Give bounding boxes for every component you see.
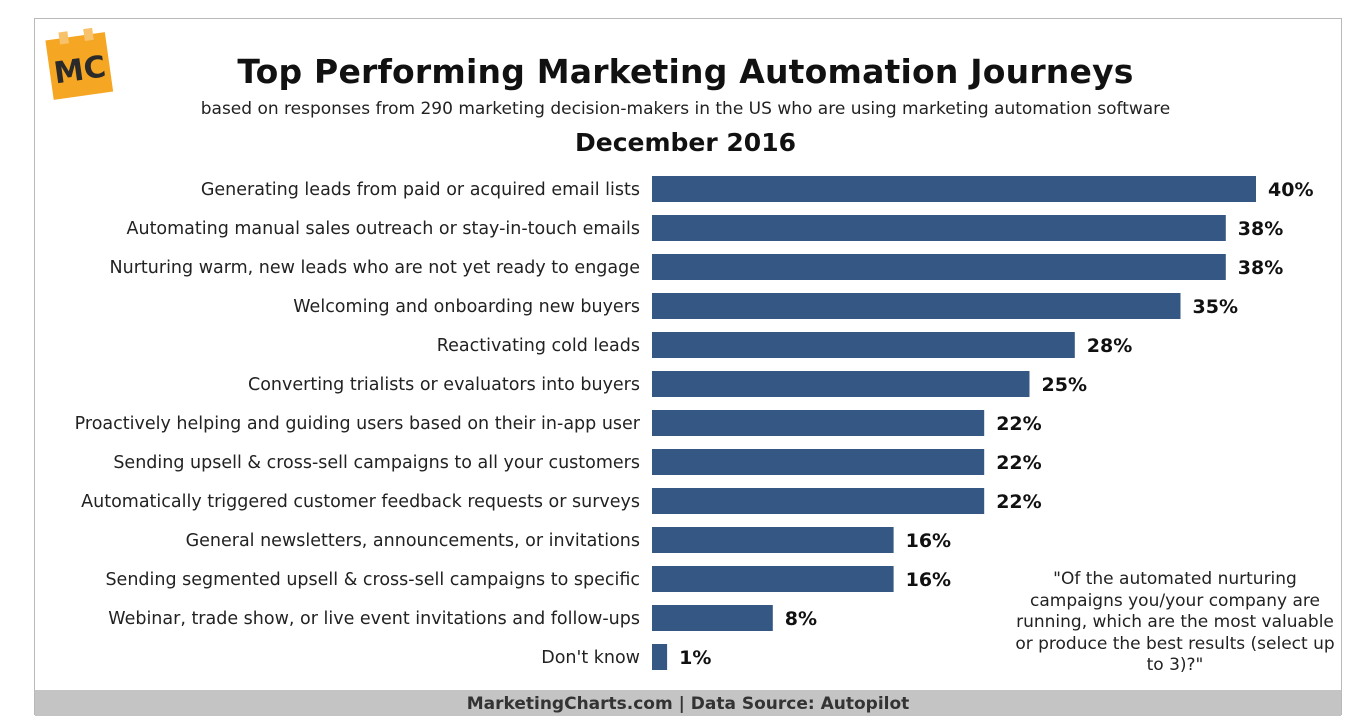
bar: [652, 488, 985, 514]
chart-period: December 2016: [575, 128, 796, 157]
value-label: 38%: [1238, 218, 1283, 240]
category-label: Nurturing warm, new leads who are not ye…: [110, 258, 640, 278]
bar: [652, 371, 1030, 397]
bar: [652, 527, 894, 553]
value-label: 25%: [1042, 374, 1087, 396]
bar: [652, 293, 1181, 319]
value-label: 8%: [785, 608, 817, 630]
category-label: Sending upsell & cross-sell campaigns to…: [113, 453, 640, 473]
bar: [652, 605, 773, 631]
category-label: Webinar, trade show, or live event invit…: [108, 609, 640, 629]
bar: [652, 332, 1075, 358]
bar: [652, 644, 668, 670]
category-label: Welcoming and onboarding new buyers: [293, 297, 640, 317]
bar: [652, 215, 1226, 241]
category-label: Don't know: [541, 648, 640, 668]
value-label: 35%: [1193, 296, 1238, 318]
value-label: 22%: [996, 413, 1041, 435]
chart-title: Top Performing Marketing Automation Jour…: [237, 52, 1134, 91]
bar: [652, 254, 1226, 280]
marketingcharts-logo: MC: [45, 28, 114, 100]
bar: [652, 449, 985, 475]
value-label: 28%: [1087, 335, 1132, 357]
value-label: 16%: [906, 569, 951, 591]
chart-frame: [34, 18, 1342, 715]
bar: [652, 410, 985, 436]
category-label: Generating leads from paid or acquired e…: [201, 180, 640, 200]
category-label: Converting trialists or evaluators into …: [248, 375, 640, 395]
footer-source: MarketingCharts.com | Data Source: Autop…: [35, 690, 1341, 716]
bar: [652, 176, 1256, 202]
category-label: Automating manual sales outreach or stay…: [127, 219, 641, 239]
category-label: Automatically triggered customer feedbac…: [81, 492, 640, 512]
logo-text: MC: [52, 49, 108, 91]
value-label: 22%: [996, 491, 1041, 513]
category-label: Reactivating cold leads: [437, 336, 640, 356]
value-label: 1%: [679, 647, 711, 669]
value-label: 40%: [1268, 179, 1313, 201]
category-label: General newsletters, announcements, or i…: [186, 531, 640, 551]
chart-subtitle: based on responses from 290 marketing de…: [200, 99, 1171, 119]
category-label: Sending segmented upsell & cross-sell ca…: [105, 570, 640, 590]
category-label: Proactively helping and guiding users ba…: [75, 414, 641, 434]
value-label: 22%: [996, 452, 1041, 474]
value-label: 16%: [906, 530, 951, 552]
bar: [652, 566, 894, 592]
survey-question-note: "Of the automated nurturing campaigns yo…: [1015, 569, 1335, 675]
value-label: 38%: [1238, 257, 1283, 279]
